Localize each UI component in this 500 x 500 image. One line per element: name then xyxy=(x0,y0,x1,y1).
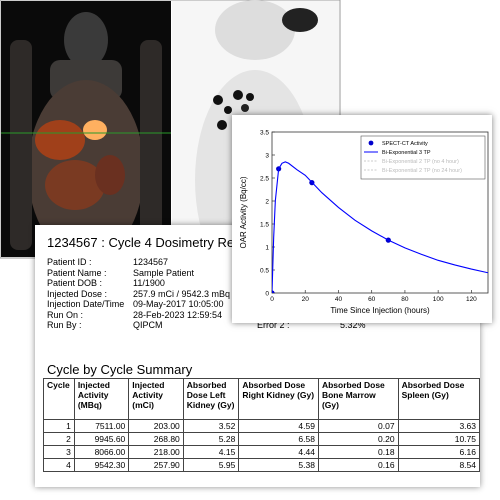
field-value: 09-May-2017 10:05:00 xyxy=(133,299,224,309)
legend-label: Bi-Exponential 2 TP (no 24 hour) xyxy=(382,168,462,174)
data-row: 2 9945.60 268.80 5.28 6.58 0.20 10.75 xyxy=(43,432,481,446)
cell: 3 xyxy=(43,445,75,459)
cell: 0.07 xyxy=(317,419,399,433)
activity-chart: 0 0.5 1 1.5 2 2.5 3 3.5 0 20 40 60 80 100 120 Time Sinc… xyxy=(232,115,492,323)
field-label: Patient Name : xyxy=(47,267,107,278)
cell: 0.16 xyxy=(317,458,399,472)
field-value: Sample Patient xyxy=(133,267,195,278)
field-label: Injection Date/Time xyxy=(47,299,125,309)
cell: 0.18 xyxy=(317,445,399,459)
data-row: 3 8066.00 218.00 4.15 4.44 0.18 6.16 xyxy=(43,445,481,459)
y-tick-label: 0.5 xyxy=(260,268,269,275)
field-label: Patient DOB : xyxy=(47,278,103,288)
y-tick-label: 1 xyxy=(265,245,269,252)
cell: 3.63 xyxy=(397,419,481,433)
cell: 4.59 xyxy=(238,419,319,433)
data-row: 4 9542.30 257.90 5.95 5.38 0.16 8.54 xyxy=(43,458,481,472)
x-tick-label: 60 xyxy=(368,296,376,303)
header-cell: Absorbed Dose Left Kidney (Gy) xyxy=(182,378,240,420)
cell: 5.38 xyxy=(238,458,319,472)
field-value: QIPCM xyxy=(133,320,163,330)
field-label: Run By : xyxy=(47,320,82,330)
y-tick-label: 3 xyxy=(265,153,269,160)
field-value: 11/1900 xyxy=(133,278,165,288)
x-tick-label: 20 xyxy=(302,296,310,303)
cell: 7511.00 xyxy=(73,419,130,433)
y-axis-label: OAR Activity (Bq/cc) xyxy=(239,176,248,248)
y-tick-label: 3.5 xyxy=(260,130,269,137)
header-row: Cycle Injected Activity (MBq) Injected Act… xyxy=(43,378,481,420)
legend-label: SPECT-CT Activity xyxy=(382,141,428,147)
y-tick-label: 2.5 xyxy=(260,176,269,183)
cell: 10.75 xyxy=(397,432,481,446)
plot-content xyxy=(272,161,488,293)
cell: 9945.60 xyxy=(73,432,130,446)
cell: 257.90 xyxy=(128,458,184,472)
summary-title: Cycle by Cycle Summary xyxy=(47,362,193,377)
error-value: 5.32% xyxy=(340,320,366,330)
cell: 4.15 xyxy=(182,445,240,459)
header-cell: Injected Activity (mCi) xyxy=(128,378,184,420)
header-cell: Absorbed Dose Spleen (Gy) xyxy=(397,378,481,420)
cell: 2 xyxy=(43,432,75,446)
cell: 6.16 xyxy=(397,445,481,459)
cell: 5.28 xyxy=(182,432,240,446)
legend-box xyxy=(360,135,486,180)
legend-symbol xyxy=(368,140,374,146)
cell: 4 xyxy=(43,458,75,472)
header-cell: Injected Activity (MBq) xyxy=(73,378,130,420)
data-point xyxy=(272,290,275,293)
header-cell: Absorbed Dose Right Kidney (Gy) xyxy=(238,378,319,420)
cell: 268.80 xyxy=(128,432,184,446)
cell: 9542.30 xyxy=(73,458,130,472)
cell: 203.00 xyxy=(128,419,184,433)
cell: 6.58 xyxy=(238,432,319,446)
cell: 0.20 xyxy=(317,432,399,446)
field-label: Patient ID : xyxy=(47,257,92,267)
summary-table: Cycle Injected Activity (MBq) Injected Act… xyxy=(43,378,481,472)
legend-label: Bi-Exponential 2 TP (no 4 hour) xyxy=(382,159,459,165)
error-label: Error 2 : xyxy=(257,320,290,330)
cell: 3.52 xyxy=(182,419,240,433)
x-tick-label: 80 xyxy=(401,296,409,303)
x-tick-label: 100 xyxy=(433,296,444,303)
cell: 5.95 xyxy=(182,458,240,472)
field-label: Injected Dose : xyxy=(47,288,108,299)
x-tick-label: 0 xyxy=(270,296,274,303)
data-row: 1 7511.00 203.00 3.52 4.59 0.07 3.63 xyxy=(43,419,481,433)
x-axis-label: Time Since Injection (hours) xyxy=(330,306,430,315)
report-title: 1234567 : Cycle 4 Dosimetry Repor xyxy=(47,235,253,250)
cell: 4.44 xyxy=(238,445,319,459)
y-tick-label: 0 xyxy=(265,291,269,298)
field-label: Run On : xyxy=(47,309,84,320)
cell: 8066.00 xyxy=(73,445,130,459)
cell: 8.54 xyxy=(397,458,481,472)
header-cell: Absorbed Dose Bone Marrow (Gy) xyxy=(317,378,399,420)
field-value: 1234567 xyxy=(133,257,169,267)
legend: SPECT-CT Activity Bi-Exponential 3 TP Bi-E… xyxy=(360,135,486,180)
fit-line xyxy=(272,161,488,293)
header-cell: Cycle xyxy=(43,378,75,420)
y-tick-label: 2 xyxy=(265,199,269,206)
field-value: 28-Feb-2023 12:59:54 xyxy=(133,309,223,320)
body-outline xyxy=(10,12,162,260)
x-tick-label: 120 xyxy=(466,296,477,303)
cell: 218.00 xyxy=(128,445,184,459)
x-tick-label: 40 xyxy=(335,296,343,303)
legend-label: Bi-Exponential 3 TP xyxy=(382,150,431,156)
y-tick-label: 1.5 xyxy=(260,222,269,229)
cell: 1 xyxy=(43,419,75,433)
field-value: 257.9 mCi / 9542.3 mBq xyxy=(133,288,231,299)
